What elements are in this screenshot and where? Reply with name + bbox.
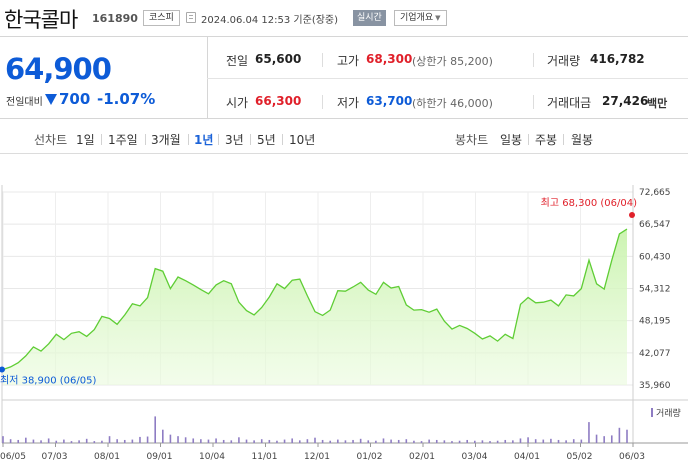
low-value: 63,700 — [366, 94, 413, 108]
volume-value: 416,782 — [590, 52, 645, 66]
y-tick-label: 72,665 — [639, 188, 671, 198]
tab-1y[interactable]: 1년 — [194, 133, 214, 147]
prev-close-label: 전일 — [226, 54, 249, 68]
x-tick-label: 06/05 — [0, 452, 26, 462]
open-value: 66,300 — [255, 94, 302, 108]
realtime-button[interactable]: 실시간 — [353, 10, 386, 26]
volume-label: 거래량 — [547, 54, 581, 68]
price-area-fill — [3, 229, 627, 385]
chevron-down-icon: ▼ — [435, 14, 441, 22]
x-tick-label: 08/01 — [94, 452, 120, 462]
x-tick-label: 07/03 — [42, 452, 68, 462]
current-price: 64,900 — [5, 52, 112, 86]
stock-name: 한국콜마 — [4, 8, 78, 32]
tab-3m[interactable]: 3개월 — [151, 133, 181, 147]
company-overview-label: 기업개요 — [400, 13, 434, 23]
divider — [533, 53, 534, 67]
open-label: 시가 — [226, 96, 249, 110]
y-tick-label: 42,077 — [639, 349, 671, 359]
divider — [533, 95, 534, 109]
y-tick-label: 48,195 — [639, 317, 671, 327]
trade-amount-value: 27,426 — [602, 94, 649, 108]
change-percent: -1.07% — [97, 90, 156, 108]
x-tick-label: 04/01 — [514, 452, 540, 462]
change-label: 전일대비 — [6, 97, 43, 108]
divider — [282, 134, 283, 145]
divider — [207, 37, 208, 118]
candle-chart-label: 봉차트 — [455, 133, 489, 147]
x-tick-label: 05/02 — [567, 452, 593, 462]
high-marker — [629, 211, 635, 218]
tab-5y[interactable]: 5년 — [257, 133, 276, 147]
quote-datetime: 2024.06.04 12:53 기준(장중) — [201, 15, 339, 26]
tab-daily[interactable]: 일봉 — [500, 133, 523, 147]
divider — [322, 95, 323, 109]
trade-amount-label: 거래대금 — [547, 96, 592, 110]
x-tick-label: 06/03 — [619, 452, 645, 462]
market-badge: 코스피 — [143, 10, 180, 26]
tab-1d[interactable]: 1일 — [76, 133, 95, 147]
tab-1w[interactable]: 1주일 — [108, 133, 138, 147]
lower-limit: (하한가 46,000) — [412, 97, 493, 110]
trade-amount-unit: 백만 — [647, 97, 668, 110]
upper-limit: (상한가 85,200) — [412, 55, 493, 68]
x-tick-label: 02/01 — [409, 452, 435, 462]
low-label: 저가 — [337, 96, 360, 110]
calendar-icon — [186, 12, 196, 23]
high-label: 최고 68,300 (06/04) — [541, 197, 637, 209]
divider — [250, 134, 251, 145]
divider — [101, 134, 102, 145]
volume-legend-label: 거래량 — [656, 407, 681, 419]
tab-3y[interactable]: 3년 — [225, 133, 244, 147]
divider — [528, 134, 529, 145]
x-tick-label: 10/04 — [199, 452, 225, 462]
price-chart: 72,665 66,547 60,430 54,312 48,195 42,077 35,9… — [0, 185, 688, 462]
divider — [188, 134, 189, 145]
y-tick-label: 60,430 — [639, 252, 671, 262]
company-overview-dropdown[interactable]: 기업개요 ▼ — [394, 10, 447, 26]
tab-10y[interactable]: 10년 — [289, 133, 316, 147]
divider — [322, 53, 323, 67]
prev-close-value: 65,600 — [255, 52, 302, 66]
down-arrow-icon — [45, 94, 57, 105]
line-chart-label: 선차트 — [34, 133, 68, 147]
chart-period-tabs: 선차트 1일 1주일 3개월 1년 3년 5년 10년 봉차트 일봉 주봉 월봉 — [0, 126, 688, 154]
x-tick-label: 03/04 — [462, 452, 488, 462]
divider — [145, 134, 146, 145]
divider — [563, 134, 564, 145]
y-tick-label: 35,960 — [639, 381, 671, 391]
divider — [207, 78, 688, 79]
x-tick-label: 12/01 — [304, 452, 330, 462]
x-tick-label: 01/02 — [357, 452, 383, 462]
volume-legend-swatch — [651, 408, 653, 417]
price-line — [2, 228, 628, 371]
stock-header: 한국콜마 161890 코스피 2024.06.04 12:53 기준(장중) … — [0, 0, 688, 36]
low-marker — [0, 366, 5, 373]
tab-monthly[interactable]: 월봉 — [571, 133, 594, 147]
tab-weekly[interactable]: 주봉 — [535, 133, 558, 147]
stock-code: 161890 — [92, 12, 138, 25]
y-tick-label: 54,312 — [639, 285, 671, 295]
change-value: 700 — [59, 90, 91, 108]
price-summary: 64,900 전일대비 700 -1.07% 전일 65,600 고가 68,3… — [0, 36, 688, 119]
y-tick-label: 66,547 — [639, 220, 671, 230]
x-tick-label: 11/01 — [252, 452, 278, 462]
x-tick-label: 09/01 — [147, 452, 173, 462]
low-label: 최저 38,900 (06/05) — [0, 375, 96, 387]
divider — [218, 134, 219, 145]
high-value: 68,300 — [366, 52, 413, 66]
high-label: 고가 — [337, 54, 360, 68]
